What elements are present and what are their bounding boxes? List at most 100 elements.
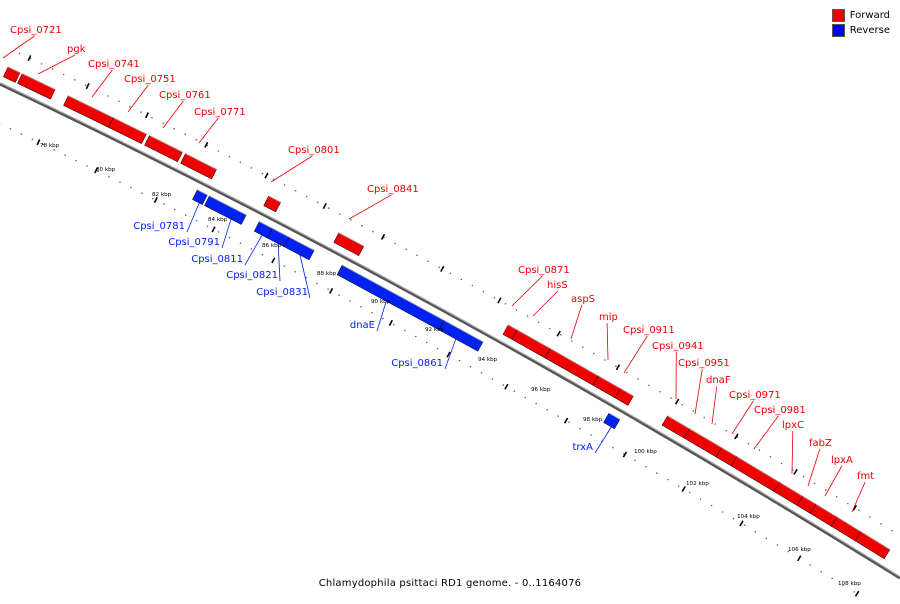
scale-dot (119, 181, 121, 183)
scale-dot (711, 505, 713, 507)
scale-dot (869, 516, 871, 518)
label-leader (3, 36, 34, 58)
gene-label: Cpsi_0831 (256, 287, 308, 298)
gene-body (439, 320, 483, 351)
gene-cpsi-0741[interactable] (64, 96, 114, 128)
gene-label: Cpsi_0941 (652, 341, 704, 352)
scale-tick (28, 55, 31, 60)
gene-label: trxA (572, 442, 593, 453)
scale-dot (240, 161, 242, 163)
scale-dot (820, 571, 822, 573)
scale-dot (525, 397, 527, 399)
scale-dot (317, 202, 319, 204)
scale-dot (503, 384, 505, 386)
legend: Forward Reverse (832, 8, 890, 38)
gene-cpsi-0951[interactable] (684, 429, 722, 457)
scale-dot (678, 485, 680, 487)
scale-dot (681, 404, 683, 406)
legend-swatch-reverse (832, 24, 845, 37)
gene-body (64, 96, 114, 128)
gene-label: dnaF (706, 375, 731, 386)
scale-dot (64, 154, 66, 156)
scale-dot (744, 524, 746, 526)
gene-highlight (342, 265, 444, 320)
scale-dot (748, 443, 750, 445)
scale-dot (880, 523, 882, 525)
gene-body (731, 456, 780, 491)
gene-cpsi-0941[interactable] (662, 416, 690, 438)
gene-cpsi-0781[interactable] (192, 190, 207, 205)
scale-dot (372, 231, 374, 233)
scale-dot (229, 237, 231, 239)
scale-dot (891, 530, 893, 532)
scale-dot (781, 463, 783, 465)
scale-dot (733, 518, 735, 520)
scale-dot (151, 117, 153, 119)
gene-fabz[interactable] (810, 504, 837, 526)
kbp-label: 96 kbp (531, 387, 551, 393)
gene-asps[interactable] (545, 348, 599, 385)
kbp-label: 92 kbp (425, 327, 445, 333)
gene-label: Cpsi_0751 (124, 74, 176, 85)
scale-dot (645, 466, 647, 468)
scale-dot (612, 447, 614, 449)
scale-tick (794, 469, 797, 474)
scale-dot (461, 279, 463, 281)
scale-dot (726, 430, 728, 432)
scale-tick (798, 556, 801, 561)
scale-dot (770, 456, 772, 458)
kbp-label: 82 kbp (152, 192, 172, 198)
scale-dot (535, 403, 537, 405)
scale-dot (207, 226, 209, 228)
scale-dot (327, 288, 329, 290)
scale-dot (505, 303, 507, 305)
scale-dot (667, 479, 669, 481)
scale-dot (590, 434, 592, 436)
scale-tick (682, 486, 685, 491)
label-leader (38, 55, 75, 74)
gene-hiss[interactable] (512, 330, 550, 358)
gene-label: Cpsi_0741 (88, 59, 140, 70)
scale-dot (251, 167, 253, 169)
gene-label: Cpsi_0971 (729, 390, 781, 401)
gene-cpsi-0861[interactable] (439, 320, 483, 351)
gene-mip[interactable] (593, 376, 621, 398)
label-leader (271, 156, 312, 182)
gene-cpsi-0721[interactable] (3, 67, 20, 83)
gene-label: Cpsi_0861 (391, 358, 443, 369)
scale-dot (755, 531, 757, 533)
scale-dot (262, 173, 264, 175)
gene-label: lpxA (831, 455, 853, 466)
label-leader (512, 276, 542, 306)
gene-label: Cpsi_0951 (678, 358, 730, 369)
gene-label: mip (599, 312, 618, 323)
scale-dot (604, 359, 606, 361)
gene-body (662, 416, 690, 438)
scale-dot (516, 309, 518, 311)
scale-dot (19, 53, 21, 55)
scale-tick (155, 197, 158, 202)
legend-item-reverse: Reverse (832, 23, 890, 38)
label-leader (825, 466, 842, 496)
gene-cpsi-0801[interactable] (264, 196, 281, 212)
scale-dot (162, 122, 164, 124)
label-leader (533, 291, 558, 316)
gene-trxa[interactable] (604, 413, 621, 429)
gene-cpsi-0971[interactable] (731, 456, 780, 491)
scale-dot (152, 198, 154, 200)
legend-label-forward: Forward (850, 10, 890, 21)
scale-dot (427, 261, 429, 263)
scale-dot (140, 111, 142, 113)
scale-dot (703, 417, 705, 419)
scale-dot (10, 128, 12, 130)
scale-dot (527, 315, 529, 317)
scale-tick (498, 298, 501, 303)
scale-dot (328, 207, 330, 209)
scale-tick (272, 258, 275, 263)
scale-dot (85, 84, 87, 86)
scale-dot (107, 95, 109, 97)
scale-dot (196, 220, 198, 222)
gene-label: dnaE (350, 320, 375, 331)
scale-dot (173, 128, 175, 130)
